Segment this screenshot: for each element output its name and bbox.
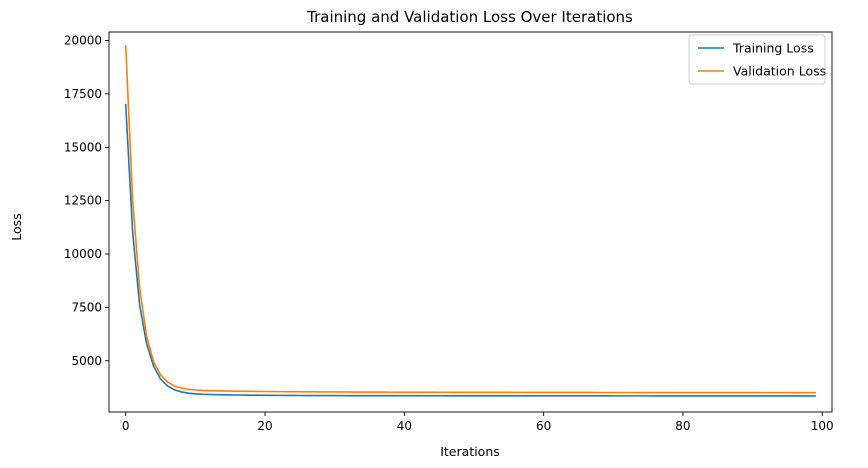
x-tick-label: 60 [536, 419, 551, 433]
axes: 0 20 40 60 80 100 5000 7500 10000 12500 15000 17500… [64, 31, 834, 433]
x-tick-label: 20 [257, 419, 272, 433]
y-tick-label: 5000 [71, 354, 102, 368]
legend-label: Training Loss [732, 41, 814, 56]
y-tick-label: 17500 [64, 87, 102, 101]
chart-title: Training and Validation Loss Over Iterat… [306, 8, 633, 26]
legend-label: Validation Loss [733, 64, 826, 79]
x-tick-label: 80 [675, 419, 690, 433]
y-tick-label: 7500 [71, 300, 102, 314]
plot-area [124, 45, 817, 397]
x-tick-label: 100 [811, 419, 834, 433]
y-tick-label: 10000 [64, 247, 102, 261]
series-line-validation-loss [124, 45, 817, 394]
legend: Training Loss Validation Loss [688, 34, 826, 85]
x-tick-label: 40 [397, 419, 412, 433]
y-tick-label: 15000 [64, 140, 102, 154]
series-line-training-loss [124, 103, 817, 397]
y-tick-label: 12500 [64, 194, 102, 208]
y-axis-label: Loss [9, 213, 24, 240]
x-axis-label: Iterations [440, 444, 500, 459]
y-tick-label: 20000 [64, 34, 102, 48]
x-tick-label: 0 [122, 419, 130, 433]
axes-frame [108, 31, 833, 413]
